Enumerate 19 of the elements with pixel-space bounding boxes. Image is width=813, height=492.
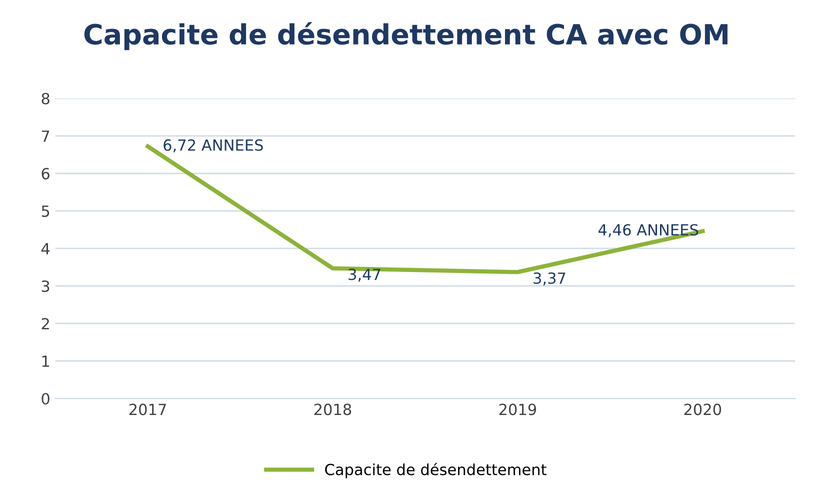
- y-tick-label: 4: [41, 243, 50, 254]
- x-tick-label: 2017: [129, 404, 166, 416]
- chart-title: Capacite de désendettement CA avec OM: [84, 22, 728, 50]
- x-tick-label: 2020: [684, 404, 722, 416]
- y-tick-label: 0: [42, 392, 50, 405]
- y-tick-label: 8: [42, 92, 50, 104]
- y-tick-label: 2: [42, 318, 49, 330]
- y-tick-label: 6: [42, 168, 50, 180]
- x-tick-label: 2018: [314, 404, 352, 416]
- data-label: 3,47: [348, 268, 380, 282]
- y-tick-label: 1: [42, 356, 50, 367]
- data-label: 6,72 ANNEES: [164, 139, 263, 152]
- data-label: 3,37: [534, 272, 566, 286]
- y-tick-label: 3: [42, 280, 50, 292]
- data-label: 4,46 ANNEES: [598, 224, 698, 238]
- y-tick-label: 5: [42, 206, 50, 217]
- y-tick-label: 7: [42, 130, 50, 142]
- x-tick-label: 2019: [499, 404, 536, 416]
- legend-label: Capacite de désendettement: [325, 462, 546, 478]
